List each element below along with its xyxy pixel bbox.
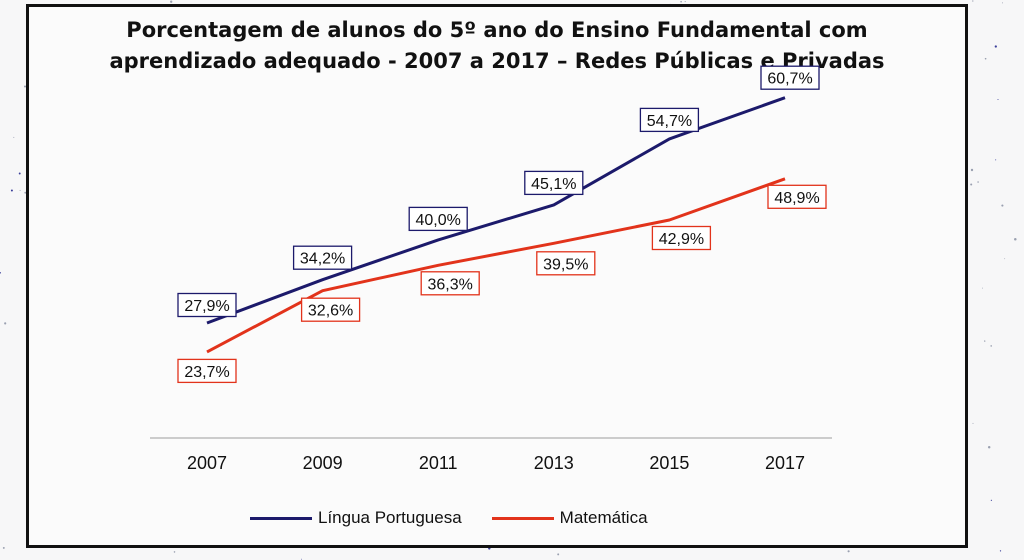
chart-legend: Língua Portuguesa Matemática: [250, 506, 678, 530]
data-label-box: [767, 184, 827, 209]
speckle: [24, 191, 27, 194]
data-label-box: [177, 292, 237, 318]
chart-title-line-2: aprendizado adequado - 2007 a 2017 – Red…: [109, 49, 885, 73]
data-label: 23,7%: [184, 364, 229, 381]
speckle: [173, 551, 176, 553]
speckle: [170, 0, 173, 3]
speckle: [23, 85, 27, 88]
speckle: [10, 189, 13, 192]
speckle: [301, 558, 302, 560]
speckle: [680, 0, 682, 3]
data-label-box: [760, 65, 820, 90]
speckle: [972, 422, 974, 424]
chart-title: Porcentagem de alunos do 5º ano do Ensin…: [29, 15, 965, 77]
chart-title-line-1: Porcentagem de alunos do 5º ano do Ensin…: [126, 18, 868, 42]
data-label: 60,7%: [767, 71, 812, 88]
data-label: 36,3%: [428, 276, 473, 293]
speckle: [4, 322, 7, 325]
speckle: [982, 287, 983, 289]
data-label: 54,7%: [647, 113, 692, 130]
x-tick-label: 2007: [187, 453, 227, 473]
speckle: [990, 499, 993, 501]
speckle: [1001, 204, 1004, 207]
legend-swatch-portuguese: [250, 516, 312, 520]
speckle: [13, 136, 15, 138]
speckle: [970, 168, 974, 172]
legend-swatch-math: [491, 516, 554, 520]
speckle: [997, 98, 999, 101]
data-label: 45,1%: [531, 176, 576, 193]
speckle: [995, 159, 997, 161]
data-label-box: [292, 245, 353, 270]
data-label: 48,9%: [774, 190, 819, 207]
speckle: [984, 340, 986, 342]
data-label-box: [408, 206, 468, 232]
speckle: [1004, 258, 1006, 260]
data-label: 40,0%: [416, 212, 461, 229]
speckle: [18, 172, 21, 175]
speckle: [970, 183, 973, 186]
data-label-box: [536, 251, 596, 276]
data-label: 34,2%: [300, 251, 345, 268]
x-tick-label: 2015: [649, 453, 689, 473]
speckle: [972, 0, 974, 2]
data-label-box: [177, 358, 237, 384]
x-tick-label: 2017: [765, 453, 805, 473]
x-tick-label: 2013: [534, 453, 574, 473]
data-label: 42,9%: [659, 231, 704, 248]
speckle: [977, 181, 979, 183]
speckle: [1002, 2, 1003, 4]
speckle: [684, 1, 686, 3]
data-label-box: [300, 297, 361, 322]
speckle: [1014, 237, 1017, 241]
data-label-box: [651, 225, 712, 251]
x-tick-label: 2011: [419, 453, 458, 473]
data-label-box: [639, 107, 700, 133]
speckle: [990, 345, 993, 347]
legend-label-math: Matemática: [559, 508, 648, 527]
speckle: [987, 446, 991, 449]
x-tick-label: 2009: [303, 453, 343, 473]
chart-frame: Porcentagem de alunos do 5º ano do Ensin…: [26, 4, 968, 548]
data-label-box: [524, 170, 584, 196]
speckle: [999, 550, 1002, 552]
speckle: [984, 57, 987, 60]
speckle: [2, 546, 5, 549]
speckle: [19, 189, 21, 191]
speckle: [0, 271, 1, 274]
legend-item-portuguese: Língua Portuguesa: [250, 508, 462, 528]
speckle: [557, 553, 560, 556]
legend-item-math: Matemática: [491, 508, 648, 528]
speckle: [847, 550, 850, 553]
data-label: 27,9%: [184, 298, 229, 315]
speckle: [994, 45, 997, 48]
legend-label-portuguese: Língua Portuguesa: [318, 508, 462, 527]
data-label: 39,5%: [543, 256, 588, 273]
data-label-box: [420, 271, 480, 296]
data-label: 32,6%: [308, 303, 353, 320]
